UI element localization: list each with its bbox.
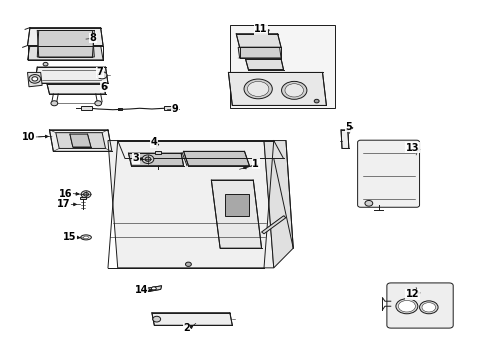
- Circle shape: [153, 316, 160, 322]
- Circle shape: [95, 101, 102, 106]
- Polygon shape: [245, 59, 283, 69]
- Circle shape: [185, 262, 191, 266]
- Polygon shape: [228, 72, 326, 105]
- Text: 2: 2: [183, 323, 189, 333]
- Ellipse shape: [395, 299, 417, 314]
- Text: 4: 4: [151, 138, 158, 147]
- Polygon shape: [118, 140, 283, 158]
- Polygon shape: [37, 31, 94, 57]
- Circle shape: [142, 155, 154, 163]
- Ellipse shape: [244, 79, 272, 99]
- Ellipse shape: [419, 301, 437, 314]
- Text: 6: 6: [100, 82, 107, 92]
- Text: 12: 12: [405, 289, 418, 299]
- Text: 11: 11: [254, 24, 267, 35]
- Circle shape: [43, 62, 48, 66]
- Polygon shape: [238, 47, 281, 58]
- Circle shape: [314, 99, 319, 103]
- Ellipse shape: [81, 235, 91, 240]
- Circle shape: [97, 72, 107, 79]
- Polygon shape: [152, 313, 232, 325]
- Circle shape: [29, 75, 41, 83]
- Text: 13: 13: [405, 143, 418, 153]
- Text: 15: 15: [62, 232, 76, 242]
- Circle shape: [81, 191, 91, 198]
- Polygon shape: [27, 72, 42, 87]
- FancyBboxPatch shape: [357, 140, 419, 207]
- Polygon shape: [128, 153, 183, 166]
- Ellipse shape: [281, 81, 306, 99]
- Bar: [81, 106, 92, 111]
- Polygon shape: [211, 180, 261, 248]
- Ellipse shape: [285, 84, 303, 97]
- Bar: [224, 194, 249, 216]
- Circle shape: [364, 201, 372, 206]
- Polygon shape: [47, 84, 105, 94]
- Text: 9: 9: [172, 104, 178, 114]
- Polygon shape: [27, 28, 103, 45]
- Text: 17: 17: [57, 199, 70, 210]
- Polygon shape: [27, 45, 103, 60]
- Text: 7: 7: [96, 67, 103, 77]
- Polygon shape: [49, 130, 112, 151]
- Text: 8: 8: [89, 33, 96, 43]
- Text: 3: 3: [132, 153, 139, 163]
- Polygon shape: [70, 134, 91, 147]
- Ellipse shape: [247, 81, 268, 96]
- Polygon shape: [56, 133, 105, 148]
- Polygon shape: [340, 130, 348, 148]
- Circle shape: [32, 77, 38, 81]
- Text: 1: 1: [252, 159, 259, 169]
- Circle shape: [151, 287, 156, 291]
- Polygon shape: [264, 140, 293, 268]
- Circle shape: [145, 157, 151, 161]
- Text: 10: 10: [22, 132, 36, 142]
- Text: 5: 5: [345, 122, 351, 132]
- Bar: [80, 197, 85, 199]
- Polygon shape: [108, 140, 273, 268]
- Ellipse shape: [398, 301, 415, 312]
- Polygon shape: [146, 286, 161, 292]
- Ellipse shape: [83, 236, 88, 239]
- Polygon shape: [261, 216, 285, 234]
- Polygon shape: [183, 151, 249, 166]
- Bar: [163, 106, 172, 111]
- Text: 14: 14: [134, 285, 148, 296]
- Bar: [229, 25, 334, 108]
- Circle shape: [83, 193, 88, 196]
- FancyBboxPatch shape: [386, 283, 452, 328]
- Polygon shape: [236, 34, 281, 47]
- Circle shape: [51, 101, 58, 106]
- Text: 16: 16: [59, 189, 73, 199]
- Bar: [155, 151, 160, 154]
- Polygon shape: [35, 67, 108, 83]
- Ellipse shape: [421, 303, 435, 312]
